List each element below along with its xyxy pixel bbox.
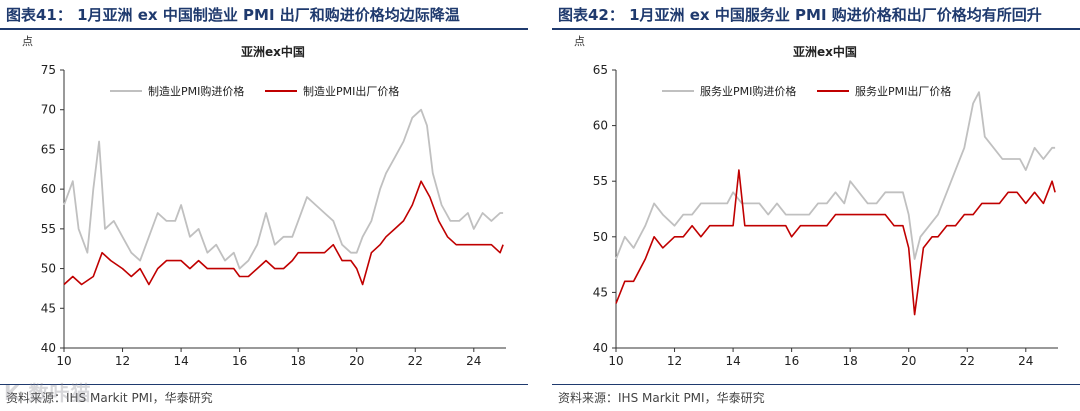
y-tick-label: 55 [41,222,56,236]
series-line [63,180,504,286]
series-line [615,91,1056,260]
title-rule [552,28,1080,30]
x-tick-label: 20 [901,354,916,368]
y-tick-label: 60 [41,182,56,196]
x-tick-label: 10 [608,354,623,368]
figure-title: 图表42： 1月亚洲 ex 中国服务业 PMI 购进价格和出厂价格均有所回升 [558,6,1042,24]
chart-panel-left: 图表41： 1月亚洲 ex 中国制造业 PMI 出厂和购进价格均边际降温 点 4… [0,0,528,411]
y-tick-label: 45 [593,285,608,299]
y-tick-label: 40 [593,341,608,355]
legend-label: 制造业PMI购进价格 [148,84,244,98]
x-tick-label: 20 [349,354,364,368]
x-tick-label: 16 [232,354,247,368]
y-tick-label: 60 [593,119,608,133]
x-tick-label: 22 [960,354,975,368]
chart-title: 亚洲ex中国 [241,44,305,59]
line-chart: 40 45 50 55 60 65 70 75 10 12 14 16 18 20 22 24 亚洲ex中国制造… [41,44,506,368]
y-tick-label: 70 [41,103,56,117]
y-tick-label: 75 [41,63,56,77]
line-chart: 40 45 50 55 60 65 10 12 14 16 18 20 22 24 亚洲ex中国服务业PMI… [593,44,1058,368]
x-tick-label: 22 [408,354,423,368]
series-line [615,169,1056,316]
chart-title: 亚洲ex中国 [793,44,857,59]
unit-label: 点 [574,35,585,48]
y-tick-label: 40 [41,341,56,355]
y-tick-label: 65 [41,142,56,156]
legend-label: 服务业PMI出厂价格 [855,84,951,98]
unit-label: 点 [22,35,33,48]
chart-panel-right: 图表42： 1月亚洲 ex 中国服务业 PMI 购进价格和出厂价格均有所回升 点… [552,0,1080,411]
figure-title: 图表41： 1月亚洲 ex 中国制造业 PMI 出厂和购进价格均边际降温 [6,6,460,24]
x-tick-label: 14 [725,354,740,368]
x-tick-label: 18 [291,354,306,368]
series-line [63,108,504,270]
legend-label: 制造业PMI出厂价格 [303,84,399,98]
x-tick-label: 24 [466,354,481,368]
source-rule [0,384,528,385]
y-tick-label: 45 [41,301,56,315]
title-rule [0,28,528,30]
y-tick-label: 50 [593,230,608,244]
y-tick-label: 55 [593,174,608,188]
source-note: 资料来源：IHS Markit PMI，华泰研究 [6,391,213,405]
x-tick-label: 14 [173,354,188,368]
x-tick-label: 16 [784,354,799,368]
x-tick-label: 12 [115,354,130,368]
x-tick-label: 18 [843,354,858,368]
legend-label: 服务业PMI购进价格 [700,84,796,98]
x-tick-label: 12 [667,354,682,368]
x-tick-label: 10 [56,354,71,368]
y-tick-label: 65 [593,63,608,77]
x-tick-label: 24 [1018,354,1033,368]
source-note: 资料来源：IHS Markit PMI，华泰研究 [558,391,765,405]
y-tick-label: 50 [41,262,56,276]
source-rule [552,384,1080,385]
